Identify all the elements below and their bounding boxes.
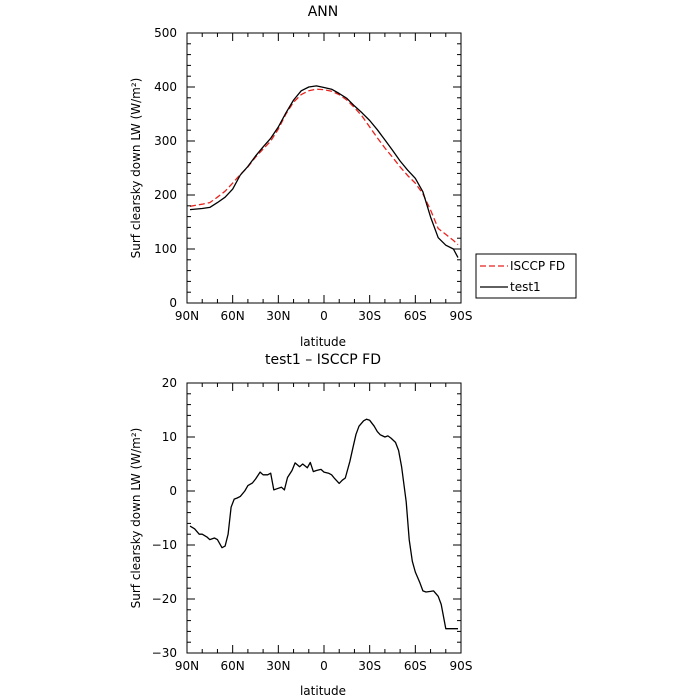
- bottom-y-tick-label: 10: [162, 430, 177, 444]
- top-x-tick-label: 60S: [404, 309, 427, 323]
- bottom-panel-series: [189, 418, 458, 630]
- top-x-tick-label: 30S: [358, 309, 381, 323]
- top-y-tick-label: 400: [154, 80, 177, 94]
- legend-label-isccp-fd: ISCCP FD: [510, 259, 565, 273]
- top-series-line-isccp-fd: [189, 88, 459, 246]
- bottom-x-tick-label: 30N: [266, 659, 290, 673]
- bottom-y-tick-label: −30: [152, 646, 177, 660]
- bottom-panel-xlabel: latitude: [300, 684, 346, 698]
- top-x-tick-label: 90N: [175, 309, 199, 323]
- top-y-tick-label: 100: [154, 242, 177, 256]
- legend: ISCCP FD test1: [475, 253, 577, 299]
- bottom-y-tick-label: −20: [152, 592, 177, 606]
- bottom-y-tick-label: −10: [152, 538, 177, 552]
- top-panel: ANN 90N 60N 30N 0 30S 60S 90S0100200300400500 …: [129, 4, 472, 349]
- top-panel-ticks: 90N 60N 30N 0 30S 60S 90S 0 100 200 300 400 500: [154, 26, 472, 323]
- top-y-tick-label: 500: [154, 26, 177, 40]
- top-x-tick-label: 30N: [266, 309, 290, 323]
- top-series-line-test1: [189, 85, 459, 258]
- bottom-panel-frame: [186, 382, 462, 654]
- bottom-series-line-0: [189, 418, 458, 630]
- bottom-panel-ticks: 90N 60N 30N 0 30S 60S 90S −30 −20 −10 0 10 20: [152, 376, 473, 673]
- top-panel-ylabel: Surf clearsky down LW (W/m²): [129, 78, 143, 259]
- bottom-x-tick-label: 0: [320, 659, 328, 673]
- legend-label-test1: test1: [510, 280, 541, 294]
- top-panel-series: [189, 85, 459, 258]
- top-x-tick-label: 0: [320, 309, 328, 323]
- bottom-x-tick-label: 60N: [221, 659, 245, 673]
- bottom-x-tick-label: 30S: [358, 659, 381, 673]
- top-panel-xlabel: latitude: [300, 335, 346, 349]
- top-y-tick-label: 0: [169, 296, 177, 310]
- bottom-y-tick-label: 0: [169, 484, 177, 498]
- legend-box: [475, 253, 577, 299]
- top-y-tick-label: 300: [154, 134, 177, 148]
- bottom-panel-title: test1 – ISCCP FD: [265, 352, 381, 368]
- bottom-x-tick-label: 90N: [175, 659, 199, 673]
- top-x-tick-label: 60N: [221, 309, 245, 323]
- bottom-x-tick-label: 90S: [450, 659, 473, 673]
- top-panel-title: ANN: [308, 4, 339, 20]
- bottom-x-tick-label: 60S: [404, 659, 427, 673]
- bottom-panel: test1 – ISCCP FD 90N 60N 30N 0 30S 60S 90S −30 −…: [129, 352, 472, 698]
- bottom-panel-ylabel: Surf clearsky down LW (W/m²): [129, 428, 143, 609]
- top-x-tick-label: 90S: [450, 309, 473, 323]
- top-panel-frame: [186, 32, 462, 304]
- bottom-y-tick-label: 20: [162, 376, 177, 390]
- top-y-tick-label: 200: [154, 188, 177, 202]
